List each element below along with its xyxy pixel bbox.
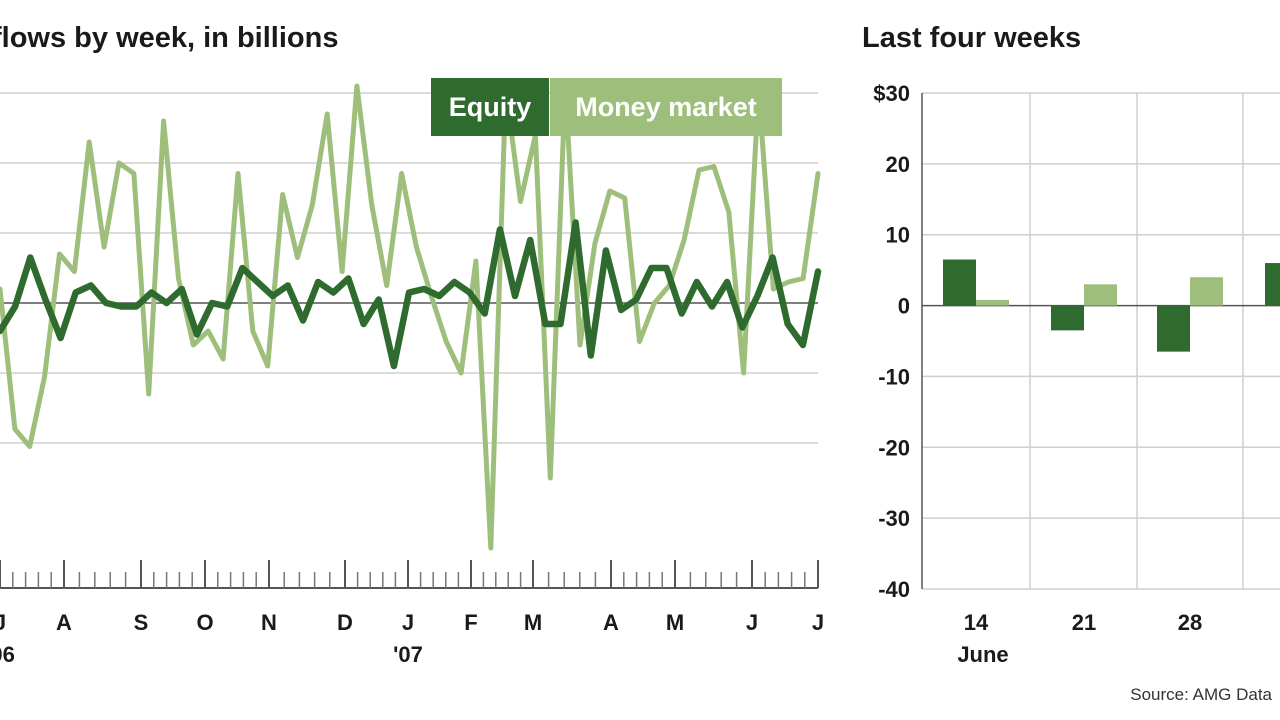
y-tick-label: 10 (886, 223, 910, 248)
month-label: O (196, 610, 213, 635)
weekly-chart-x-axis: J A S O N D J F M A M J J '06 '07 (0, 560, 824, 667)
weekly-chart-gridlines (0, 92, 818, 444)
equity-bar (943, 259, 976, 306)
week-label: 28 (1178, 610, 1202, 635)
money-market-bar (1084, 284, 1117, 306)
last-four-weeks-title: Last four weeks (862, 22, 1081, 54)
weekly-flows-title: flows by week, in billions (0, 22, 338, 54)
legend-label-equity: Equity (449, 92, 532, 122)
four-week-chart-gridlines: $30 20 10 0 -10 -20 -30 -40 (873, 81, 1280, 602)
equity-line (0, 219, 822, 370)
money-market-bar (1190, 277, 1223, 306)
y-tick-label: 20 (886, 152, 910, 177)
month-label: F (464, 610, 477, 635)
four-week-chart-labels: 1421285June (957, 610, 1202, 667)
y-tick-label: -10 (878, 364, 910, 389)
year-label: '06 (0, 642, 15, 667)
source-note: Source: AMG Data (1130, 685, 1272, 704)
week-label: 14 (964, 610, 989, 635)
weekly-chart-series (0, 83, 822, 551)
legend-swatch-equity (431, 78, 549, 136)
month-label: A (56, 610, 72, 635)
y-tick-label: 0 (898, 294, 910, 319)
month-label: A (603, 610, 619, 635)
y-tick-label: -40 (878, 577, 910, 602)
month-label: S (134, 610, 149, 635)
four-week-chart-bars (943, 259, 1280, 352)
equity-bar (1051, 305, 1084, 331)
month-label: J (746, 610, 758, 635)
legend-swatch-money-market (550, 78, 782, 136)
year-label: '07 (393, 642, 423, 667)
equity-bar (1157, 305, 1190, 352)
month-label: D (337, 610, 353, 635)
chart-legend: Equity Money market (431, 78, 782, 136)
y-tick-label: -30 (878, 506, 910, 531)
month-label: J (812, 610, 824, 635)
y-tick-label: $30 (873, 81, 910, 106)
month-label: J (402, 610, 414, 635)
money-market-line (0, 83, 821, 551)
y-tick-label: -20 (878, 435, 910, 460)
money-market-bar (976, 299, 1009, 306)
equity-bar (1265, 263, 1280, 306)
month-label: N (261, 610, 277, 635)
month-label: J (0, 610, 6, 635)
month-label: M (666, 610, 684, 635)
month-label: M (524, 610, 542, 635)
week-label: 21 (1072, 610, 1096, 635)
month-label-june: June (957, 642, 1008, 667)
legend-label-money-market: Money market (575, 92, 757, 122)
